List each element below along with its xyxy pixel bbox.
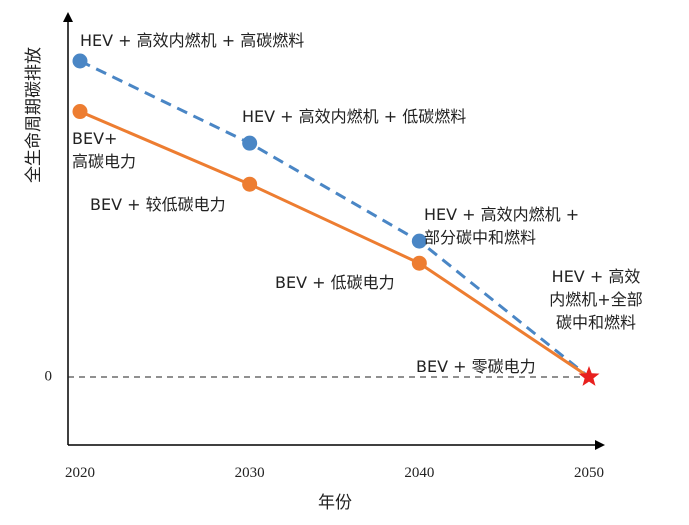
- point-label-hev-2040: HEV + 高效内燃机 +部分碳中和燃料: [424, 205, 579, 247]
- endpoint-star-icon: [578, 366, 600, 386]
- point-labels: HEV + 高效内燃机 + 高碳燃料 HEV + 高效内燃机 + 低碳燃料 HEV …: [72, 31, 643, 376]
- x-axis-title: 年份: [318, 493, 352, 513]
- point-hev-2030: [242, 135, 258, 151]
- point-label-hev-2020: HEV + 高效内燃机 + 高碳燃料: [80, 31, 304, 50]
- series-line-hev: [79, 59, 590, 379]
- y-tick-label-0: 0: [45, 368, 53, 384]
- y-axis-title: 全生命周期碳排放: [24, 47, 44, 183]
- series-line-bev: [79, 110, 590, 379]
- point-hev-2040: [411, 233, 427, 249]
- x-tick-label-2040: 2040: [404, 465, 434, 481]
- series-lines: [79, 59, 590, 379]
- point-label-bev-2040: BEV + 低碳电力: [275, 273, 395, 292]
- x-tick-label-2030: 2030: [235, 465, 265, 481]
- point-bev-2030: [242, 176, 258, 192]
- series-points: [72, 53, 600, 386]
- x-tick-label-2020: 2020: [65, 465, 95, 481]
- x-tick-labels: 2020 2030 2040 2050: [65, 465, 604, 481]
- point-label-hev-2050: HEV + 高效内燃机+全部碳中和燃料: [549, 267, 642, 332]
- x-tick-label-2050: 2050: [574, 465, 604, 481]
- point-bev-2020: [72, 104, 88, 120]
- point-label-hev-2030: HEV + 高效内燃机 + 低碳燃料: [242, 107, 466, 126]
- point-label-bev-2050: BEV + 零碳电力: [416, 357, 536, 376]
- point-hev-2020: [72, 53, 88, 69]
- point-label-bev-2020: BEV+高碳电力: [72, 129, 136, 171]
- point-label-bev-2030: BEV + 较低碳电力: [90, 195, 226, 214]
- point-bev-2040: [411, 255, 427, 271]
